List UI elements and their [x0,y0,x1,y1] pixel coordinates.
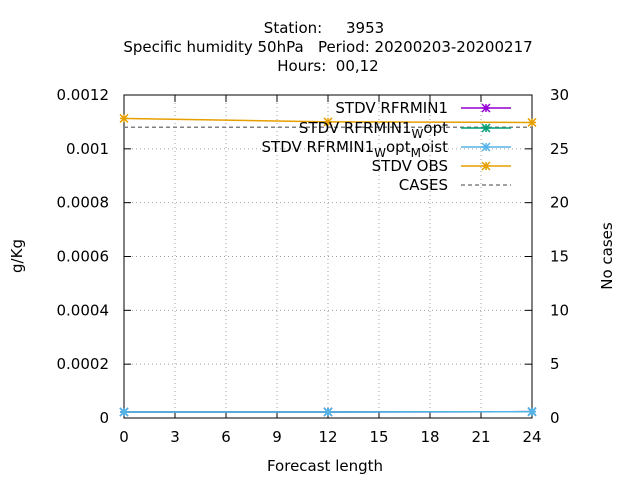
x-tick-label: 6 [221,428,231,446]
y2-tick-label: 20 [550,194,569,212]
x-tick-label: 3 [170,428,180,446]
y2-tick-label: 30 [550,86,569,104]
legend-marker [481,161,491,171]
y2-tick-label: 25 [550,140,569,158]
legend-label: STDV OBS [372,157,448,175]
legend-marker [481,103,491,113]
x-tick-label: 24 [522,428,541,446]
y2-tick-label: 15 [550,248,569,266]
legend-label: STDV RFRMIN1WoptMoist [262,138,449,160]
x-tick-label: 0 [119,428,129,446]
title-line-3: Hours: 00,12 [277,57,378,75]
y-tick-label: 0.0008 [57,194,110,212]
legend-label: STDV RFRMIN1Wopt [299,119,448,141]
axis-ticks: 0 3 6 9 12 15 18 21 24 0 0.0002 0.0004 0.0006 0.0008 0… [57,86,570,446]
x-tick-label: 15 [369,428,388,446]
legend-label: CASES [399,176,448,194]
y-axis-label: g/Kg [8,239,26,273]
grid [124,95,532,418]
chart-title: Station: 3953 Specific humidity 50hPa Pe… [123,19,532,75]
title-line-1: Station: 3953 [264,19,384,37]
legend-label: STDV RFRMIN1 [335,99,448,117]
x-tick-label: 18 [420,428,439,446]
y-tick-label: 0.0004 [57,301,110,319]
y-tick-label: 0.0002 [57,355,110,373]
y-tick-label: 0.0006 [57,248,110,266]
series-point [119,407,129,417]
x-axis-label: Forecast length [267,457,383,475]
legend-marker [481,142,491,152]
x-tick-label: 21 [471,428,490,446]
legend-marker [481,123,491,133]
series-point [527,117,537,127]
series-point [323,117,333,127]
x-tick-label: 9 [272,428,282,446]
y2-tick-label: 5 [550,355,560,373]
y2-tick-label: 10 [550,301,569,319]
y-tick-label: 0.001 [66,140,109,158]
series-point [527,407,537,417]
y-tick-label: 0 [99,409,109,427]
y-tick-label: 0.0012 [57,86,110,104]
y2-axis-label: No cases [598,222,616,290]
title-line-2: Specific humidity 50hPa Period: 20200203… [123,38,532,56]
series-point [119,113,129,123]
y2-tick-label: 0 [550,409,560,427]
series-point [323,407,333,417]
x-tick-label: 12 [318,428,337,446]
